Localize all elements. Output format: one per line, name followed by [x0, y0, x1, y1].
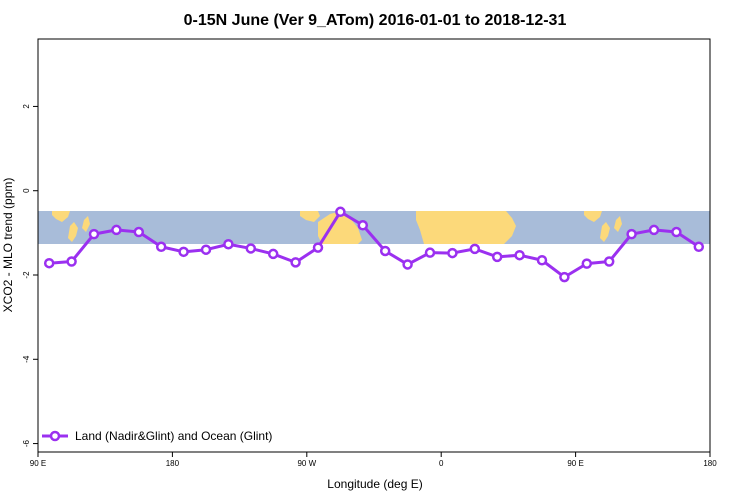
data-point: [447, 247, 458, 259]
y-tick-label: 0: [22, 188, 31, 193]
data-point: [88, 228, 100, 240]
data-point: [290, 257, 301, 268]
data-point: [245, 243, 257, 254]
data-point: [43, 257, 55, 269]
x-tick-label: 90 W: [297, 459, 316, 468]
data-point: [626, 228, 637, 240]
y-tick-label: -4: [22, 355, 31, 363]
plot-frame: [37, 38, 711, 453]
y-axis-label: XCO2 - MLO trend (ppm): [1, 178, 15, 313]
data-point: [693, 241, 705, 253]
data-point: [155, 241, 167, 253]
data-point: [357, 220, 369, 231]
legend: Land (Nadir&Glint) and Ocean (Glint): [42, 429, 272, 443]
data-point: [312, 242, 324, 253]
y-axis: 2 0 -2 -4 -6: [22, 104, 38, 447]
data-point: [581, 258, 593, 269]
data-point: [648, 224, 660, 236]
data-point: [514, 249, 525, 261]
land-central-america: [300, 211, 320, 222]
x-tick-label: 0: [439, 459, 444, 468]
data-point: [335, 206, 346, 218]
x-tick-label: 90 E: [567, 459, 583, 468]
x-tick-label: 180: [166, 459, 180, 468]
data-point: [223, 238, 234, 250]
land-new-guinea-repeat: [614, 216, 622, 232]
x-tick-label: 180: [703, 459, 717, 468]
data-point: [536, 255, 548, 266]
data-point: [133, 226, 145, 238]
legend-label: Land (Nadir&Glint) and Ocean (Glint): [75, 429, 272, 443]
y-tick-label: 2: [22, 104, 31, 109]
x-axis: 90 E 180 90 W 0 90 E 180: [30, 452, 717, 468]
data-point: [178, 246, 189, 258]
data-point: [379, 245, 391, 257]
y-tick-label: -6: [22, 439, 31, 447]
land-south-america: [318, 212, 362, 244]
legend-marker: [49, 430, 61, 442]
land-indonesia-repeat: [584, 211, 602, 222]
data-point: [559, 271, 570, 283]
data-point: [66, 256, 77, 267]
data-point: [603, 256, 615, 267]
land-sulawesi-repeat: [600, 222, 610, 242]
y-tick-label: -2: [22, 271, 31, 279]
land-sulawesi: [68, 222, 78, 242]
land-new-guinea: [82, 216, 90, 232]
data-point: [424, 247, 436, 258]
land-indonesia: [52, 211, 70, 222]
series-layer: [43, 206, 705, 283]
x-axis-label: Longitude (deg E): [327, 477, 422, 491]
chart-title: 0-15N June (Ver 9_ATom) 2016-01-01 to 20…: [184, 12, 567, 29]
data-point: [469, 243, 481, 255]
data-point: [200, 244, 212, 255]
data-point: [402, 259, 413, 270]
data-point: [111, 224, 122, 236]
map-band-land: [52, 211, 622, 244]
data-point: [491, 251, 503, 263]
land-africa: [416, 211, 516, 244]
data-point: [267, 248, 279, 260]
data-point: [671, 226, 682, 238]
x-tick-label: 90 E: [30, 459, 46, 468]
